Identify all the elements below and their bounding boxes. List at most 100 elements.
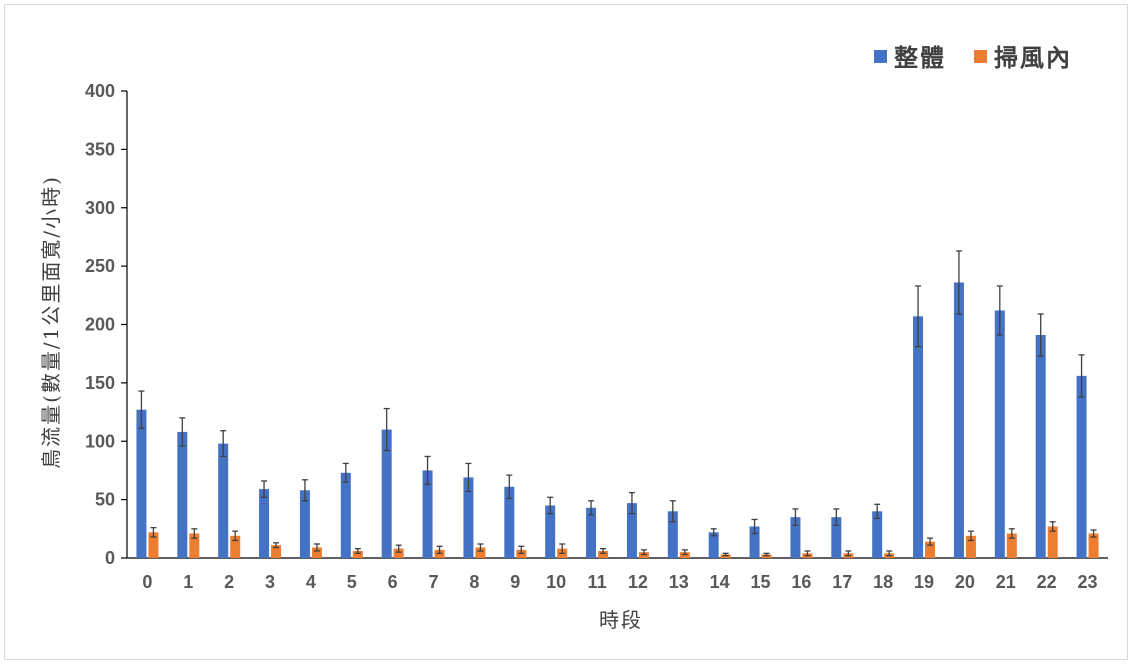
bar-overall — [913, 316, 924, 558]
bar-overall — [545, 505, 556, 558]
error-bar — [424, 455, 431, 486]
bar-inside-sweep — [148, 532, 159, 558]
error-bar — [354, 548, 361, 554]
x-tick-label: 6 — [388, 572, 398, 592]
error-bar — [395, 544, 402, 553]
error-bar — [506, 474, 513, 500]
error-bar — [465, 462, 472, 493]
x-tick-label: 23 — [1078, 572, 1098, 592]
x-tick-label: 20 — [955, 572, 975, 592]
error-bar — [874, 503, 881, 519]
error-bar — [722, 552, 729, 557]
error-bar — [477, 543, 484, 552]
error-bar — [191, 528, 198, 539]
bar-overall — [504, 486, 515, 558]
bar-overall — [422, 470, 433, 558]
bar-inside-sweep — [189, 533, 200, 558]
error-bar — [640, 549, 647, 556]
bar-inside-sweep — [271, 545, 282, 558]
error-bar — [301, 479, 308, 502]
x-tick-label: 8 — [469, 572, 479, 592]
error-bar — [845, 550, 852, 557]
bar-inside-sweep — [393, 548, 404, 558]
bar-overall — [708, 532, 719, 558]
bar-overall — [381, 429, 392, 558]
error-bar — [150, 526, 157, 538]
error-bar — [600, 548, 607, 554]
bar-overall — [790, 517, 801, 558]
bar-overall — [1076, 375, 1087, 558]
x-tick-label: 17 — [832, 572, 852, 592]
x-tick-label: 10 — [546, 572, 566, 592]
error-bar — [886, 550, 893, 557]
error-bar — [273, 542, 280, 549]
y-tick-label: 50 — [95, 490, 115, 510]
bar-overall — [177, 431, 188, 558]
error-bar — [628, 491, 635, 515]
bar-inside-sweep — [925, 541, 936, 558]
bars — [136, 282, 1099, 558]
y-tick-label: 300 — [85, 198, 115, 218]
error-bar — [342, 462, 349, 483]
error-bar — [383, 407, 390, 452]
legend-swatch-inside-sweep — [974, 50, 987, 63]
x-tick-label: 1 — [183, 572, 193, 592]
error-bar — [927, 537, 934, 546]
error-bar — [138, 390, 145, 430]
bar-inside-sweep — [965, 535, 976, 558]
bar-overall — [994, 310, 1005, 558]
bar-inside-sweep — [1047, 526, 1058, 558]
error-bar — [547, 496, 554, 515]
bar-overall — [218, 443, 229, 558]
x-tick-label: 3 — [265, 572, 275, 592]
error-bar — [763, 552, 770, 557]
error-bar — [833, 508, 840, 526]
error-bar — [681, 549, 688, 556]
y-tick-label: 200 — [85, 315, 115, 335]
x-tick-label: 16 — [791, 572, 811, 592]
legend-swatch-overall — [874, 50, 887, 63]
bar-overall — [463, 477, 474, 558]
bar-overall — [831, 517, 842, 558]
bar-inside-sweep — [311, 547, 322, 558]
error-bar — [1037, 313, 1044, 357]
x-tick-label: 12 — [628, 572, 648, 592]
error-bar — [179, 417, 186, 447]
error-bar — [710, 528, 717, 537]
x-tick-label: 2 — [224, 572, 234, 592]
y-tick-label: 250 — [85, 256, 115, 276]
error-bar — [669, 500, 676, 523]
bar-overall — [259, 489, 270, 558]
error-bar — [751, 518, 758, 535]
y-tick-label: 0 — [105, 548, 115, 568]
error-bar — [804, 550, 811, 557]
y-tick-label: 150 — [85, 373, 115, 393]
bar-overall — [340, 472, 351, 558]
error-bars — [138, 250, 1097, 557]
error-bar — [1049, 521, 1056, 532]
error-bar — [588, 500, 595, 516]
x-tick-label: 18 — [873, 572, 893, 592]
x-tick-label: 14 — [710, 572, 730, 592]
bar-inside-sweep — [352, 550, 363, 558]
x-tick-label: 22 — [1037, 572, 1057, 592]
legend-label-overall: 整體 — [894, 43, 946, 72]
error-bar — [996, 285, 1003, 336]
bar-overall — [872, 511, 883, 558]
error-bar — [1090, 529, 1097, 538]
bar-overall — [1035, 335, 1046, 558]
error-bar — [792, 508, 799, 526]
error-bar — [436, 545, 443, 554]
bar-inside-sweep — [1006, 533, 1017, 558]
error-bar — [220, 430, 227, 458]
y-tick-label: 100 — [85, 431, 115, 451]
bar-overall — [667, 511, 678, 558]
bar-inside-sweep — [1088, 533, 1099, 558]
bar-overall — [136, 409, 147, 558]
y-tick-label: 350 — [85, 139, 115, 159]
x-tick-label: 0 — [142, 572, 152, 592]
error-bar — [559, 543, 566, 554]
y-axis-title: 鳥流量(數量/1公里面寬/小時) — [39, 175, 63, 469]
x-tick-label: 5 — [347, 572, 357, 592]
